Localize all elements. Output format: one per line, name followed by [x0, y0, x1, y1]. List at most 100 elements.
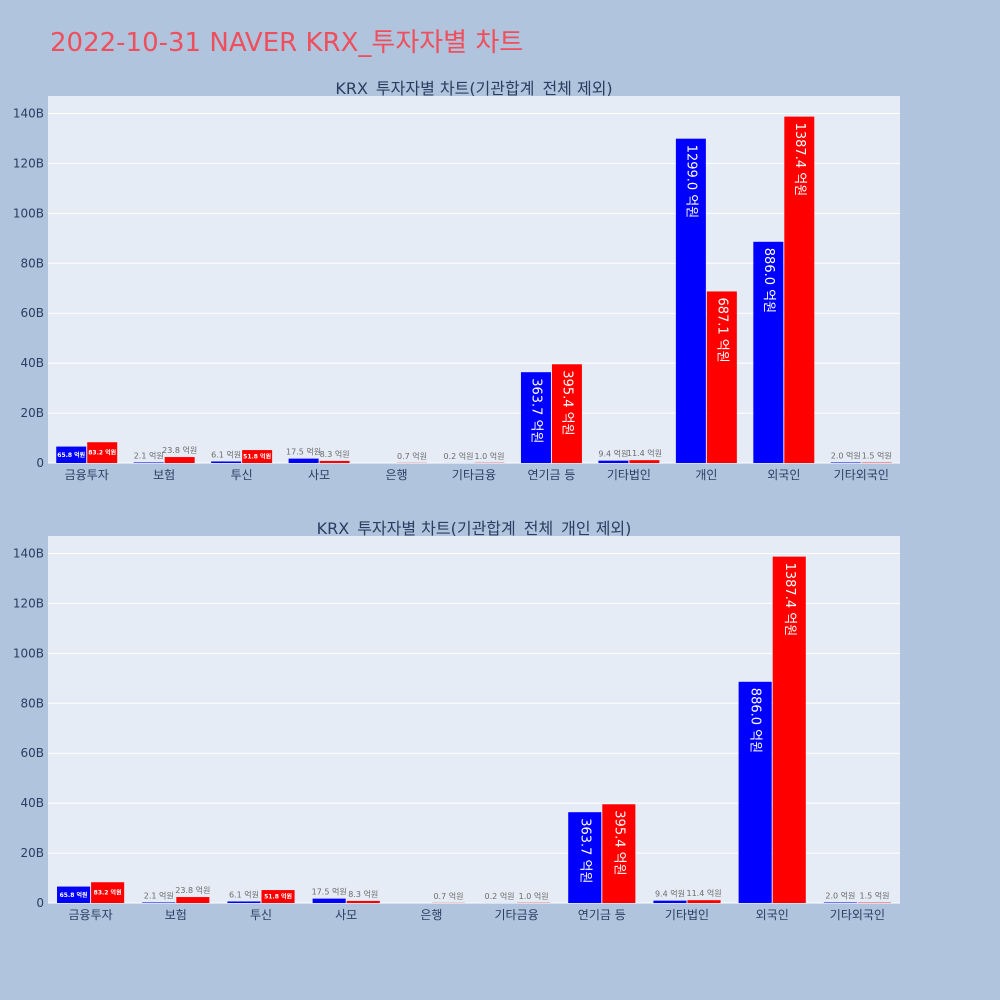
y-tick-label: 0: [36, 896, 44, 910]
bar-value-label: 363.7 억원: [577, 818, 592, 883]
y-tick-label: 140B: [13, 546, 44, 560]
chart-all-investors: KRX_투자자별 차트(기관합계_전체 제외) 0 20B 40B 60B 80B 100B…: [13, 79, 900, 482]
bar: [56, 446, 87, 463]
bar-value-label: 0.2 억원: [485, 891, 515, 901]
x-tick-label: 기타외국인: [830, 908, 885, 922]
x-tick-label: 기타금융: [495, 908, 539, 922]
bar-value-label: 6.1 억원: [229, 889, 259, 899]
bar-value-label: 2.1 억원: [134, 450, 164, 460]
x-tick-label: 기타법인: [665, 908, 709, 922]
plot-background: [48, 536, 900, 903]
bar: [653, 900, 687, 903]
y-tick-label: 20B: [20, 406, 44, 420]
bar: [551, 364, 582, 463]
bar-value-label: 2.0 억원: [831, 451, 861, 461]
y-tick-label: 100B: [13, 646, 44, 660]
bar-value-label: 1.5 억원: [859, 891, 889, 901]
bar: [211, 461, 242, 463]
x-tick-label: 기타외국인: [834, 468, 889, 482]
x-tick-label: 금융투자: [69, 908, 113, 922]
bar: [133, 462, 164, 463]
bar: [706, 291, 737, 463]
y-tick-label: 80B: [20, 256, 44, 270]
bar-value-label: 0.7 억원: [433, 891, 463, 901]
x-tick-label: 보험: [153, 468, 175, 482]
bar: [520, 372, 551, 463]
bar-value-label: 2.0 억원: [825, 891, 855, 901]
y-tick-label: 60B: [20, 746, 44, 760]
x-tick-label: 사모: [308, 468, 330, 482]
bar: [227, 901, 261, 903]
bar: [602, 804, 636, 903]
chart-title: KRX_투자자별 차트(기관합계_전체 제외): [335, 79, 612, 99]
bar-value-label: 23.8 억원: [175, 885, 210, 895]
bar-value-label: 1299.0 억원: [683, 145, 698, 219]
chart-title: KRX_투자자별 차트(기관합계_전체_개인 제외): [317, 519, 632, 539]
x-tick-label: 기타금융: [452, 468, 496, 482]
y-tick-label: 120B: [13, 596, 44, 610]
bar-value-label: 1387.4 억원: [782, 563, 797, 637]
bar: [784, 116, 815, 464]
bar-value-label: 1387.4 억원: [792, 123, 807, 197]
bar: [261, 890, 295, 903]
bar: [346, 900, 380, 903]
y-tick-label: 60B: [20, 306, 44, 320]
bar-value-label: 11.4 억원: [627, 448, 662, 458]
bar: [675, 138, 706, 463]
bar: [753, 241, 784, 463]
bar-value-label: 0.2 억원: [444, 451, 474, 461]
bar-value-label: 395.4 억원: [559, 370, 574, 435]
y-tick-label: 20B: [20, 846, 44, 860]
bar-value-label: 687.1 억원: [714, 297, 729, 362]
y-tick-label: 100B: [13, 206, 44, 220]
bar-value-label: 51.8 억원: [264, 893, 292, 901]
bar-value-label: 9.4 억원: [655, 889, 685, 899]
x-tick-label: 개인: [695, 468, 717, 482]
x-tick-label: 연기금 등: [578, 908, 626, 922]
bar-value-label: 8.3 억원: [320, 449, 350, 459]
x-tick-label: 기타법인: [607, 468, 651, 482]
bar: [57, 886, 91, 903]
bar-value-label: 363.7 억원: [528, 378, 543, 443]
page-title: 2022-10-31 NAVER KRX_투자자별 차트: [50, 28, 524, 58]
bar-value-label: 6.1 억원: [211, 449, 241, 459]
bar-value-label: 17.5 억원: [286, 447, 321, 457]
bar: [598, 460, 629, 463]
bar: [91, 882, 125, 903]
chart-excl-individuals: KRX_투자자별 차트(기관합계_전체_개인 제외) 0 20B 40B 60B 80B 1…: [13, 519, 900, 922]
bar-value-label: 1.0 억원: [519, 891, 549, 901]
x-tick-label: 은행: [385, 467, 407, 482]
y-tick-label: 40B: [20, 796, 44, 810]
y-tick-label: 40B: [20, 356, 44, 370]
bar: [319, 460, 350, 463]
x-tick-label: 외국인: [756, 908, 789, 922]
y-tick-label: 120B: [13, 156, 44, 170]
bar: [87, 442, 118, 463]
bar: [288, 458, 319, 463]
y-tick-label: 0: [36, 456, 44, 470]
x-tick-label: 금융투자: [65, 468, 109, 482]
bar-value-label: 2.1 억원: [144, 890, 174, 900]
bar-value-label: 9.4 억원: [598, 449, 628, 459]
bar-value-label: 17.5 억원: [312, 887, 347, 897]
bar: [772, 556, 806, 903]
bar-value-label: 83.2 억원: [88, 449, 116, 457]
x-tick-label: 투신: [250, 908, 272, 922]
bar: [738, 681, 772, 903]
x-tick-label: 외국인: [767, 468, 800, 482]
bar: [568, 812, 602, 903]
y-tick-label: 80B: [20, 696, 44, 710]
x-tick-label: 사모: [335, 908, 357, 922]
bar-value-label: 395.4 억원: [611, 810, 626, 875]
bar: [176, 897, 210, 903]
bar-value-label: 0.7 억원: [397, 451, 427, 461]
bar: [312, 898, 346, 903]
bar-value-label: 1.0 억원: [474, 451, 504, 461]
bar: [629, 460, 660, 463]
bar-value-label: 1.5 억원: [862, 451, 892, 461]
bar: [687, 900, 721, 903]
bar-value-label: 65.8 억원: [60, 891, 88, 899]
bar-value-label: 23.8 억원: [162, 445, 197, 455]
bar-value-label: 11.4 억원: [687, 888, 722, 898]
x-tick-label: 보험: [165, 908, 187, 922]
